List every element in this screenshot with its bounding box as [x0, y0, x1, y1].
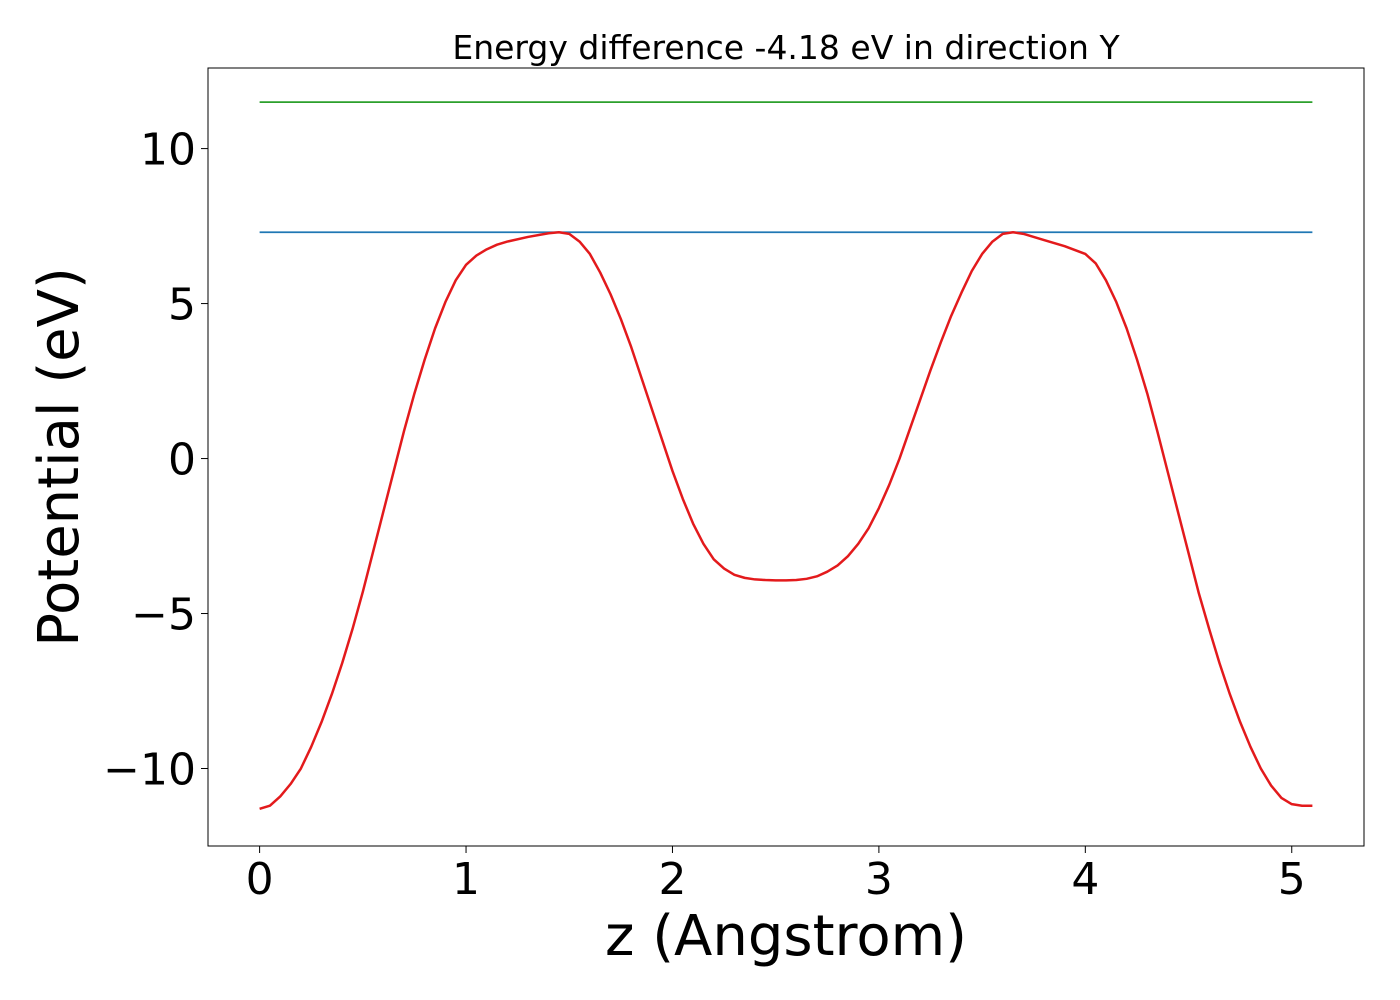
y-axis: −10 −5 0 5 10 [103, 125, 208, 796]
x-tick-label: 3 [865, 854, 893, 905]
x-tick-label: 2 [658, 854, 686, 905]
y-tick-label: −10 [103, 745, 196, 796]
x-tick-label: 1 [452, 854, 480, 905]
y-tick-label: 10 [140, 125, 196, 176]
y-tick-label: −5 [131, 590, 196, 641]
series-layer [259, 101, 1313, 810]
x-tick-label: 5 [1278, 854, 1306, 905]
x-axis: 0 1 2 3 4 5 [246, 846, 1306, 905]
chart-title: Energy difference -4.18 eV in direction … [452, 28, 1120, 67]
plot-frame [207, 67, 1365, 847]
x-axis-label: z (Angstrom) [605, 904, 967, 969]
y-axis-label: Potential (eV) [27, 267, 92, 647]
x-tick-label: 4 [1071, 854, 1099, 905]
series-line-2 [259, 231, 1313, 810]
x-tick-label: 0 [246, 854, 274, 905]
y-tick-label: 0 [168, 435, 196, 486]
y-tick-label: 5 [168, 280, 196, 331]
